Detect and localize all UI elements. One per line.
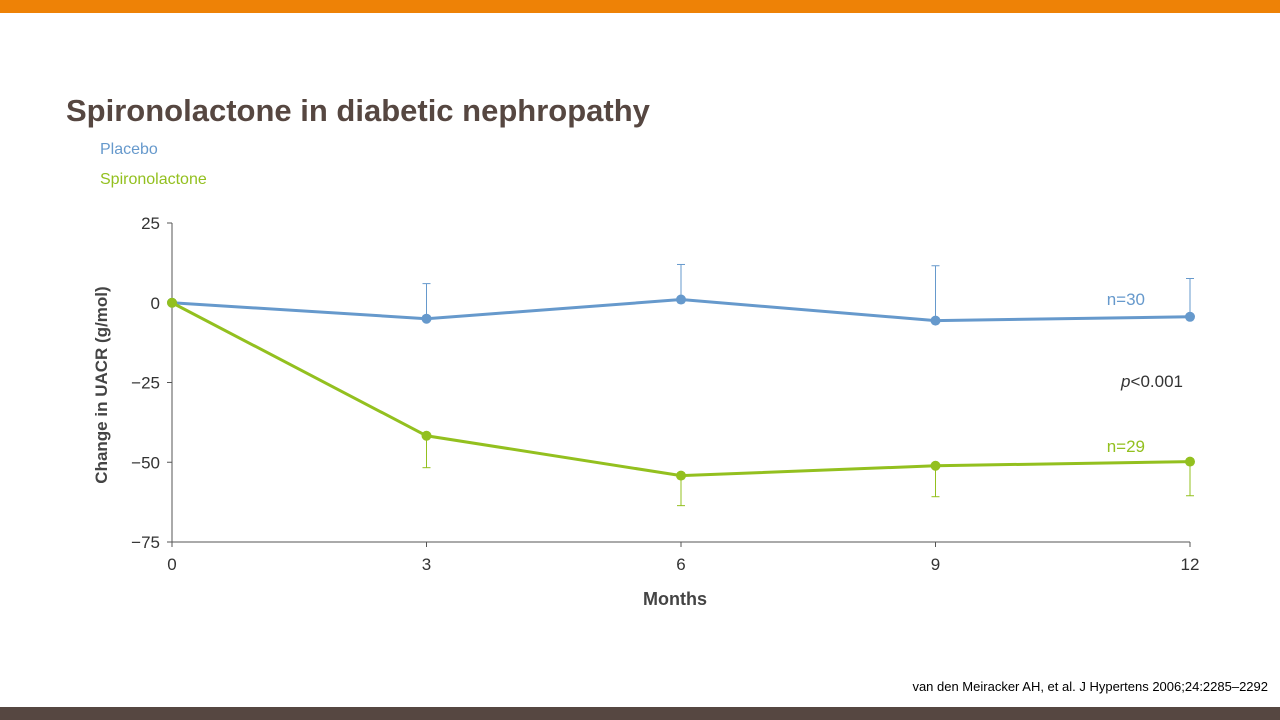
x-tick-label: 6 bbox=[676, 555, 685, 574]
x-tick-label: 12 bbox=[1181, 555, 1200, 574]
data-point bbox=[167, 297, 177, 308]
data-point bbox=[930, 315, 941, 326]
slide-title: Spironolactone in diabetic nephropathy bbox=[66, 93, 650, 128]
legend-placebo: Placebo bbox=[100, 141, 158, 158]
data-point bbox=[676, 470, 686, 481]
citation: van den Meiracker AH, et al. J Hypertens… bbox=[912, 679, 1268, 694]
x-axis-label: Months bbox=[643, 589, 707, 609]
bottom-brand-bar bbox=[0, 707, 1280, 720]
data-point bbox=[421, 430, 432, 441]
data-point bbox=[930, 460, 941, 471]
y-tick-label: −25 bbox=[131, 374, 160, 393]
y-axis-label: Change in UACR (g/mol) bbox=[92, 286, 111, 483]
y-tick-label: 0 bbox=[151, 294, 160, 313]
y-tick-label: 25 bbox=[141, 214, 160, 233]
x-tick-label: 9 bbox=[931, 555, 940, 574]
x-tick-label: 3 bbox=[422, 555, 431, 574]
data-point bbox=[421, 313, 432, 324]
y-tick-label: −50 bbox=[131, 453, 160, 472]
x-tick-label: 0 bbox=[167, 555, 176, 574]
series-line-spironolactone bbox=[171, 301, 1191, 478]
data-point bbox=[1185, 456, 1195, 467]
p-value-annotation: p<0.001 bbox=[1120, 372, 1183, 391]
spironolactone-n-label: n=29 bbox=[1107, 437, 1145, 456]
placebo-n-label: n=30 bbox=[1107, 290, 1145, 309]
data-point bbox=[676, 294, 686, 305]
data-point bbox=[1185, 311, 1195, 322]
y-tick-label: −75 bbox=[131, 533, 160, 552]
top-brand-bar bbox=[0, 0, 1280, 13]
legend-spironolactone: Spironolactone bbox=[100, 171, 207, 188]
